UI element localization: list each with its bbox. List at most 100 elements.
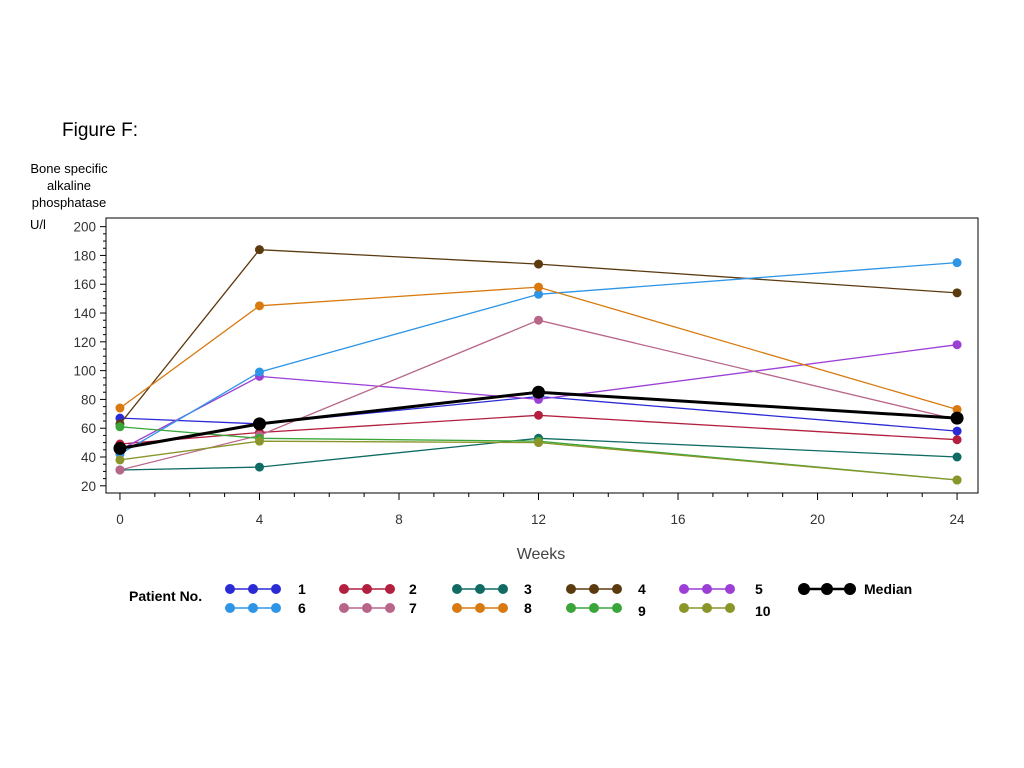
y-axis-label: Bone specific alkaline phosphatase bbox=[20, 160, 118, 211]
x-tick-label: 12 bbox=[531, 512, 546, 527]
data-point-10 bbox=[534, 438, 544, 448]
series-line-1 bbox=[119, 395, 958, 432]
x-tick-label: 8 bbox=[395, 512, 403, 527]
legend-marker bbox=[385, 603, 395, 613]
y-tick-label: 160 bbox=[73, 277, 96, 292]
data-point-1 bbox=[952, 426, 962, 436]
data-point-2 bbox=[952, 435, 962, 445]
data-point-10 bbox=[952, 475, 962, 485]
y-tick-label: 60 bbox=[81, 421, 96, 436]
legend-swatch-5 bbox=[679, 584, 735, 594]
legend-swatch-6 bbox=[225, 603, 281, 613]
legend-marker bbox=[679, 584, 689, 594]
legend-marker bbox=[498, 603, 508, 613]
legend-label-median: Median bbox=[864, 581, 913, 597]
legend-swatch-10 bbox=[679, 603, 735, 613]
legend-swatch-2 bbox=[339, 584, 395, 594]
data-point-6 bbox=[254, 367, 264, 377]
legend-swatch-9 bbox=[566, 603, 622, 613]
legend-marker bbox=[225, 584, 235, 594]
legend-marker bbox=[612, 603, 622, 613]
series-median bbox=[113, 385, 964, 455]
x-tick-label: 20 bbox=[810, 512, 825, 527]
y-tick-label: 120 bbox=[73, 335, 96, 350]
legend-marker bbox=[844, 583, 856, 595]
data-point-5 bbox=[952, 340, 962, 350]
data-point-8 bbox=[952, 404, 962, 414]
data-point-10 bbox=[254, 436, 264, 446]
data-point-6 bbox=[952, 258, 962, 268]
y-tick-label: 20 bbox=[81, 479, 96, 494]
legend-marker bbox=[702, 603, 712, 613]
legend-marker bbox=[821, 583, 833, 595]
x-tick-label: 4 bbox=[256, 512, 264, 527]
series-line-9 bbox=[119, 426, 958, 481]
data-point-median bbox=[113, 441, 127, 455]
legend-label-4: 4 bbox=[638, 581, 646, 597]
legend-marker bbox=[248, 584, 258, 594]
series-line-8 bbox=[119, 286, 958, 411]
x-tick-label: 24 bbox=[950, 512, 966, 527]
y-tick-label: 100 bbox=[73, 364, 96, 379]
y-tick-label: 40 bbox=[81, 450, 96, 465]
legend-marker bbox=[566, 603, 576, 613]
y-tick-label: 80 bbox=[81, 392, 96, 407]
legend-swatch-7 bbox=[339, 603, 395, 613]
x-axis-title: Weeks bbox=[517, 546, 566, 563]
data-point-median bbox=[532, 385, 546, 399]
legend-label-10: 10 bbox=[755, 603, 771, 619]
plot-frame bbox=[105, 217, 979, 494]
data-point-4 bbox=[952, 288, 962, 298]
legend-marker bbox=[589, 584, 599, 594]
data-point-6 bbox=[534, 289, 544, 299]
legend-marker bbox=[798, 583, 810, 595]
series-9 bbox=[115, 422, 962, 485]
legend-label-6: 6 bbox=[298, 600, 306, 616]
series-line-2 bbox=[119, 414, 958, 445]
legend-marker bbox=[452, 584, 462, 594]
series-7 bbox=[115, 315, 962, 475]
y-tick-label: 200 bbox=[73, 220, 96, 235]
legend-swatch-1 bbox=[225, 584, 281, 594]
data-point-median bbox=[252, 417, 266, 431]
series-line-10 bbox=[119, 440, 958, 481]
legend-marker bbox=[362, 603, 372, 613]
legend-swatch-8 bbox=[452, 603, 508, 613]
series-line-3 bbox=[119, 437, 958, 471]
series-10 bbox=[115, 436, 962, 485]
legend-marker bbox=[725, 603, 735, 613]
data-point-8 bbox=[254, 301, 264, 311]
series-line-median bbox=[119, 390, 958, 450]
axes: 20 40 60 80 100 120 140 160 180 200 0 4 8 12 16 20 24 bbox=[73, 217, 979, 527]
legend-marker bbox=[339, 584, 349, 594]
legend-swatch-3 bbox=[452, 584, 508, 594]
legend-label-2: 2 bbox=[409, 581, 417, 597]
legend-marker bbox=[475, 603, 485, 613]
series-line-6 bbox=[119, 261, 958, 455]
legend-marker bbox=[339, 603, 349, 613]
data-point-7 bbox=[115, 465, 125, 475]
legend-label-5: 5 bbox=[755, 581, 763, 597]
x-tick-label: 0 bbox=[116, 512, 124, 527]
legend-label-3: 3 bbox=[524, 581, 532, 597]
legend-marker bbox=[385, 584, 395, 594]
legend-marker bbox=[271, 584, 281, 594]
legend-marker bbox=[589, 603, 599, 613]
data-point-3 bbox=[952, 452, 962, 462]
x-tick-label: 16 bbox=[671, 512, 686, 527]
legend-label-1: 1 bbox=[298, 581, 306, 597]
data-point-8 bbox=[534, 282, 544, 292]
data-point-2 bbox=[534, 410, 544, 420]
data-point-8 bbox=[115, 403, 125, 413]
legend-marker bbox=[225, 603, 235, 613]
legend-marker bbox=[566, 584, 576, 594]
legend-marker bbox=[679, 603, 689, 613]
series-lines bbox=[113, 245, 964, 485]
legend-marker bbox=[498, 584, 508, 594]
data-point-10 bbox=[115, 455, 125, 465]
y-axis-label-line-2: alkaline bbox=[46, 178, 92, 193]
y-axis-label-line-3: phosphatase bbox=[31, 195, 107, 210]
series-8 bbox=[115, 282, 962, 414]
legend-label-7: 7 bbox=[409, 600, 417, 616]
